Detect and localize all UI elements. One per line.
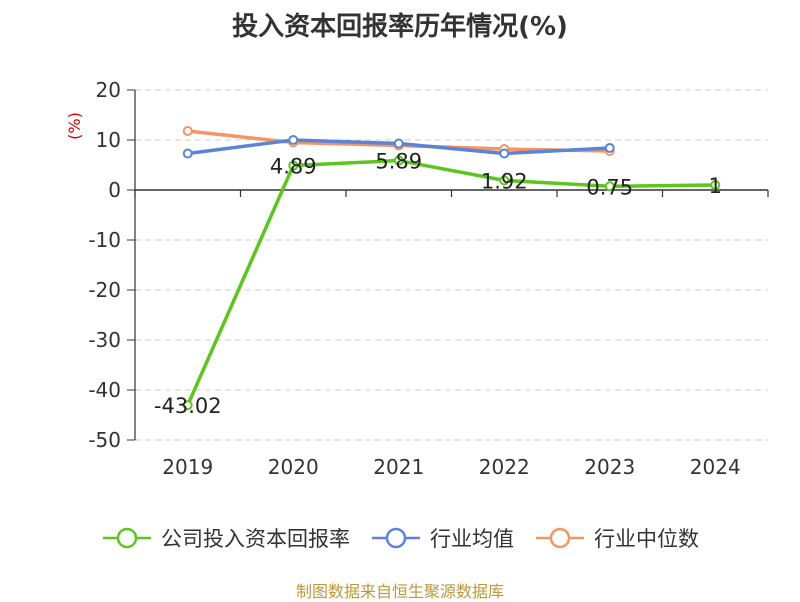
x-tick-label: 2020: [268, 455, 319, 479]
data-label-company: 4.89: [270, 155, 317, 179]
y-tick-label: -40: [88, 378, 121, 402]
data-label-company: 0.75: [586, 175, 633, 199]
legend-line-industry-avg-icon: [372, 527, 420, 549]
y-tick-label: 10: [96, 128, 121, 152]
data-point-company: [288, 160, 299, 171]
y-tick-label: -30: [88, 328, 121, 352]
data-point-company: [604, 181, 615, 192]
data-point-industry_avg: [288, 135, 299, 145]
axes: 20 10 0 -10 -20 -30 -40 -50 (%) 2019 2020 2021 2022 2…: [65, 78, 769, 479]
y-tick-label: -50: [88, 428, 121, 452]
legend-item-industry-avg[interactable]: 行业均值: [370, 523, 514, 553]
data-point-industry_avg: [604, 143, 615, 153]
data-label-company: 1.92: [481, 169, 528, 193]
x-tick-label: 2021: [373, 455, 424, 479]
chart-title: 投入资本回报率历年情况(%): [232, 12, 568, 42]
legend-item-company[interactable]: 公司投入资本回报率: [101, 523, 350, 553]
legend-label-industry-avg: 行业均值: [430, 527, 514, 551]
data-point-industry_avg: [393, 138, 404, 149]
y-tick-label: -10: [88, 228, 121, 252]
data-point-company: [393, 155, 404, 166]
data-point-industry_avg: [182, 148, 193, 159]
legend-line-industry-median-icon: [536, 527, 584, 549]
grid-lines: [135, 89, 768, 441]
y-axis-unit-label: (%): [65, 112, 84, 140]
x-tick-label: 2022: [479, 455, 530, 479]
x-tick-label: 2019: [162, 455, 213, 479]
series-line-company: [186, 158, 716, 406]
data-labels: -43.02 4.89 5.89 1.92 0.75 1: [154, 150, 722, 419]
data-point-industry_median: [182, 126, 193, 136]
data-point-company: [182, 400, 193, 411]
data-label-company: 1: [709, 174, 722, 198]
legend-label-company: 公司投入资本回报率: [161, 527, 350, 551]
data-label-company: 5.89: [375, 150, 422, 174]
data-label-company: -43.02: [154, 394, 222, 418]
y-tick-label: 0: [108, 178, 121, 202]
y-tick-label: 20: [96, 78, 121, 102]
x-tick-label: 2024: [690, 455, 741, 479]
legend-line-company-icon: [103, 527, 151, 549]
x-tick-label: 2023: [584, 455, 635, 479]
y-tick-label: -20: [88, 278, 121, 302]
data-point-company: [710, 180, 721, 190]
legend-item-industry-median[interactable]: 行业中位数: [534, 523, 699, 553]
series-lines: [182, 126, 721, 411]
data-point-company: [499, 175, 510, 186]
legend: 公司投入资本回报率 行业均值 行业中位数: [0, 518, 800, 558]
data-source-note: 制图数据来自恒生聚源数据库: [295, 582, 504, 601]
data-point-industry_avg: [499, 148, 510, 159]
legend-label-industry-median: 行业中位数: [594, 527, 699, 551]
